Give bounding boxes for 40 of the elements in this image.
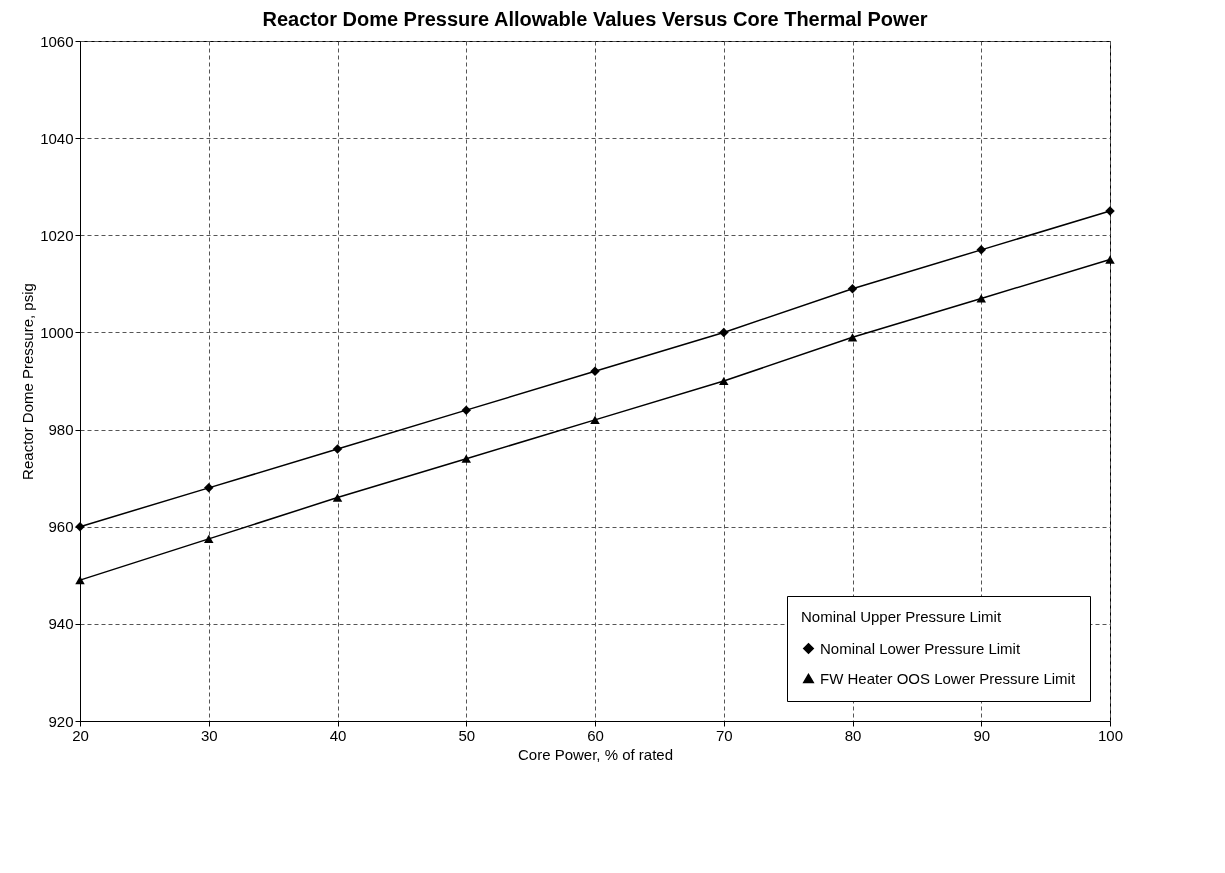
legend-title: Nominal Upper Pressure Limit xyxy=(801,608,1002,625)
x-tick-label: 100 xyxy=(1097,726,1124,744)
point xyxy=(1105,255,1115,264)
y-tick-label: 960 xyxy=(48,518,74,536)
point xyxy=(719,376,729,386)
y-axis-title: Reactor Dome Pressure, psig xyxy=(19,283,37,480)
x-tick-label: 60 xyxy=(587,726,604,744)
x-tick-label: 80 xyxy=(844,726,862,744)
y-tick-label: 1000 xyxy=(40,323,74,341)
point xyxy=(590,415,600,424)
point xyxy=(719,327,729,338)
chart-title: Reactor Dome Pressure Allowable Values Versus Core Thermal Power xyxy=(262,8,928,30)
x-tick-label: 30 xyxy=(200,726,218,744)
y-tick-label: 1060 xyxy=(40,32,74,50)
point xyxy=(461,405,471,415)
x-tick-label: 40 xyxy=(329,726,347,744)
y-tick-label: 940 xyxy=(48,615,74,633)
x-tick-label: 50 xyxy=(458,726,476,744)
point xyxy=(461,454,471,463)
y-tick-label: 1020 xyxy=(40,226,74,244)
point xyxy=(847,283,858,294)
x-axis-title: Core Power, % of rated xyxy=(517,745,674,763)
point xyxy=(204,534,214,543)
point xyxy=(976,245,986,255)
point xyxy=(847,333,858,342)
point xyxy=(75,576,85,585)
x-tick-label: 90 xyxy=(973,726,991,744)
point xyxy=(332,493,343,502)
x-tick-label: 70 xyxy=(715,726,733,744)
point xyxy=(976,294,986,303)
x-tick-label: 20 xyxy=(72,726,89,744)
point xyxy=(590,366,600,377)
y-tick-label: 1040 xyxy=(40,129,74,147)
y-tick-label: 920 xyxy=(48,712,74,730)
point xyxy=(332,444,343,454)
y-tick-label: 980 xyxy=(48,421,74,439)
point xyxy=(75,521,85,532)
legend-label: FW Heater OOS Lower Pressure Limit xyxy=(820,669,1076,687)
legend-label: Nominal Lower Pressure Limit xyxy=(820,639,1021,657)
point xyxy=(204,483,214,493)
